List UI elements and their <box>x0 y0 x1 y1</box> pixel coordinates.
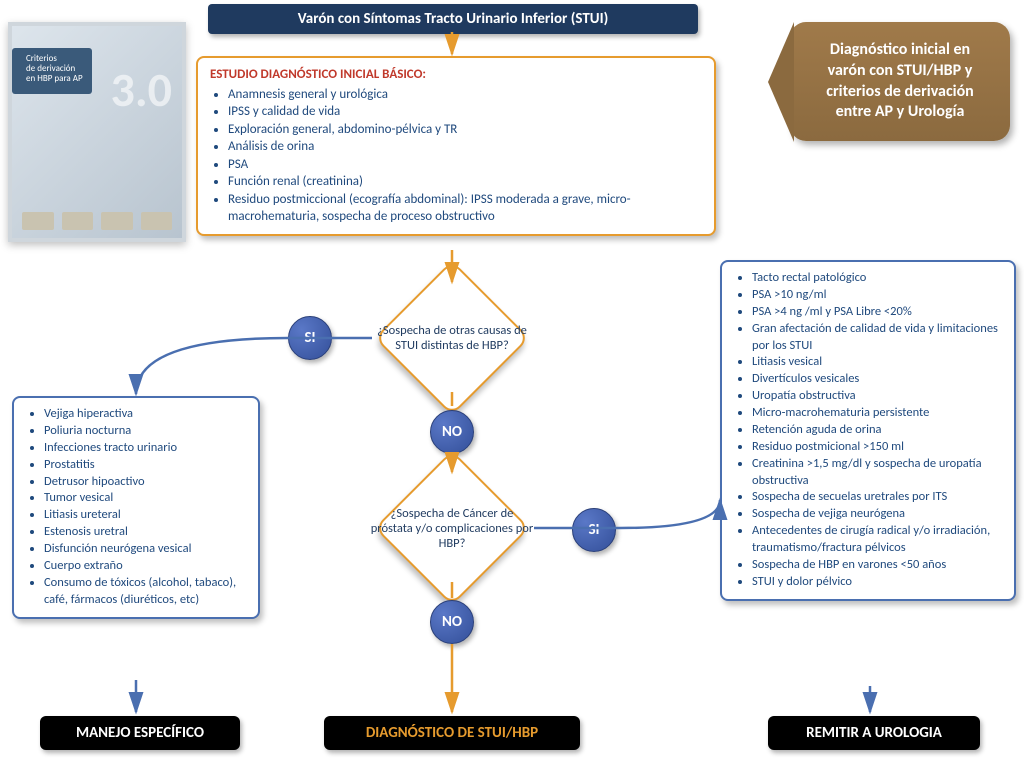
decision-cancer-complications: ¿Sospecha de Cáncer de próstata y/o comp… <box>362 478 542 578</box>
list-item: Sospecha de vejiga neurógena <box>752 506 1002 523</box>
list-item: Antecedentes de cirugía radical y/o irra… <box>752 523 1002 557</box>
list-item: Infecciones tracto urinario <box>44 440 246 457</box>
initial-study-box: ESTUDIO DIAGNÓSTICO INICIAL BÁSICO: Anam… <box>196 56 716 236</box>
list-item: Cuerpo extraño <box>44 558 246 575</box>
list-item: Divertículos vesicales <box>752 371 1002 388</box>
list-item: PSA >10 ng/ml <box>752 287 1002 304</box>
end-refer-urology: REMITIR A UROLOGIA <box>768 716 980 750</box>
list-item: Gran afectación de calidad de vida y lim… <box>752 321 1002 355</box>
list-item: Análisis de orina <box>228 138 702 156</box>
referral-criteria-box: Tacto rectal patológicoPSA >10 ng/mlPSA … <box>720 260 1016 601</box>
list-item: Función renal (creatinina) <box>228 173 702 191</box>
book-cover-thumbnail: Criterios de derivación en HBP para AP 3… <box>8 22 186 242</box>
list-item: PSA <box>228 156 702 174</box>
list-item: Exploración general, abdomino-pélvica y … <box>228 121 702 139</box>
list-item: Litiasis ureteral <box>44 507 246 524</box>
decision2-text: ¿Sospecha de Cáncer de próstata y/o comp… <box>362 478 542 578</box>
decision-other-causes: ¿Sospecha de otras causas de STUI distin… <box>362 288 542 388</box>
list-item: Uropatía obstructiva <box>752 388 1002 405</box>
thumb-text: Criterios de derivación en HBP para AP <box>26 54 83 84</box>
list-item: Tacto rectal patológico <box>752 270 1002 287</box>
list-item: Sospecha de secuelas uretrales por ITS <box>752 489 1002 506</box>
list-item: Vejiga hiperactiva <box>44 406 246 423</box>
list-item: Detrusor hipoactivo <box>44 474 246 491</box>
end-diagnosis-stui-hbp: DIAGNÓSTICO DE STUI/HBP <box>324 716 580 750</box>
list-item: Disfunción neurógena vesical <box>44 541 246 558</box>
list-item: STUI y dolor pélvico <box>752 574 1002 591</box>
diagram-title-tab: Diagnóstico inicial en varón con STUI/HB… <box>790 22 1010 141</box>
end-specific-management: MANEJO ESPECÍFICO <box>40 716 240 750</box>
list-item: Estenosis uretral <box>44 524 246 541</box>
list-item: Residuo postmiccional (ecografía abdomin… <box>228 191 702 226</box>
list-item: Sospecha de HBP en varones <50 años <box>752 557 1002 574</box>
other-causes-box: Vejiga hiperactivaPoliuria nocturnaInfec… <box>12 396 260 619</box>
decision1-text: ¿Sospecha de otras causas de STUI distin… <box>362 288 542 388</box>
list-item: Prostatitis <box>44 457 246 474</box>
si-label-1: SI <box>288 316 332 360</box>
list-item: PSA >4 ng /ml y PSA Libre <20% <box>752 304 1002 321</box>
list-item: Anamnesis general y urológica <box>228 86 702 104</box>
thumb-number: 3.0 <box>111 60 172 119</box>
list-item: Poliuria nocturna <box>44 423 246 440</box>
right-list: Tacto rectal patológicoPSA >10 ng/mlPSA … <box>734 270 1002 591</box>
list-item: Retención aguda de orina <box>752 422 1002 439</box>
list-item: Residuo postmicional >150 ml <box>752 439 1002 456</box>
left-list: Vejiga hiperactivaPoliuria nocturnaInfec… <box>26 406 246 609</box>
list-item: Micro-macrohematuria persistente <box>752 405 1002 422</box>
study-list: Anamnesis general y urológicaIPSS y cali… <box>210 86 702 226</box>
list-item: Consumo de tóxicos (alcohol, tabaco), ca… <box>44 575 246 609</box>
thumb-logos <box>22 212 172 230</box>
list-item: Creatinina >1,5 mg/dl y sospecha de urop… <box>752 456 1002 490</box>
list-item: Litiasis vesical <box>752 354 1002 371</box>
si-label-2: SI <box>572 508 616 552</box>
flow-start-title: Varón con Síntomas Tracto Urinario Infer… <box>208 4 698 34</box>
no-label-1: NO <box>430 410 474 454</box>
list-item: IPSS y calidad de vida <box>228 103 702 121</box>
list-item: Tumor vesical <box>44 490 246 507</box>
study-heading: ESTUDIO DIAGNÓSTICO INICIAL BÁSICO: <box>210 66 702 84</box>
no-label-2: NO <box>430 600 474 644</box>
